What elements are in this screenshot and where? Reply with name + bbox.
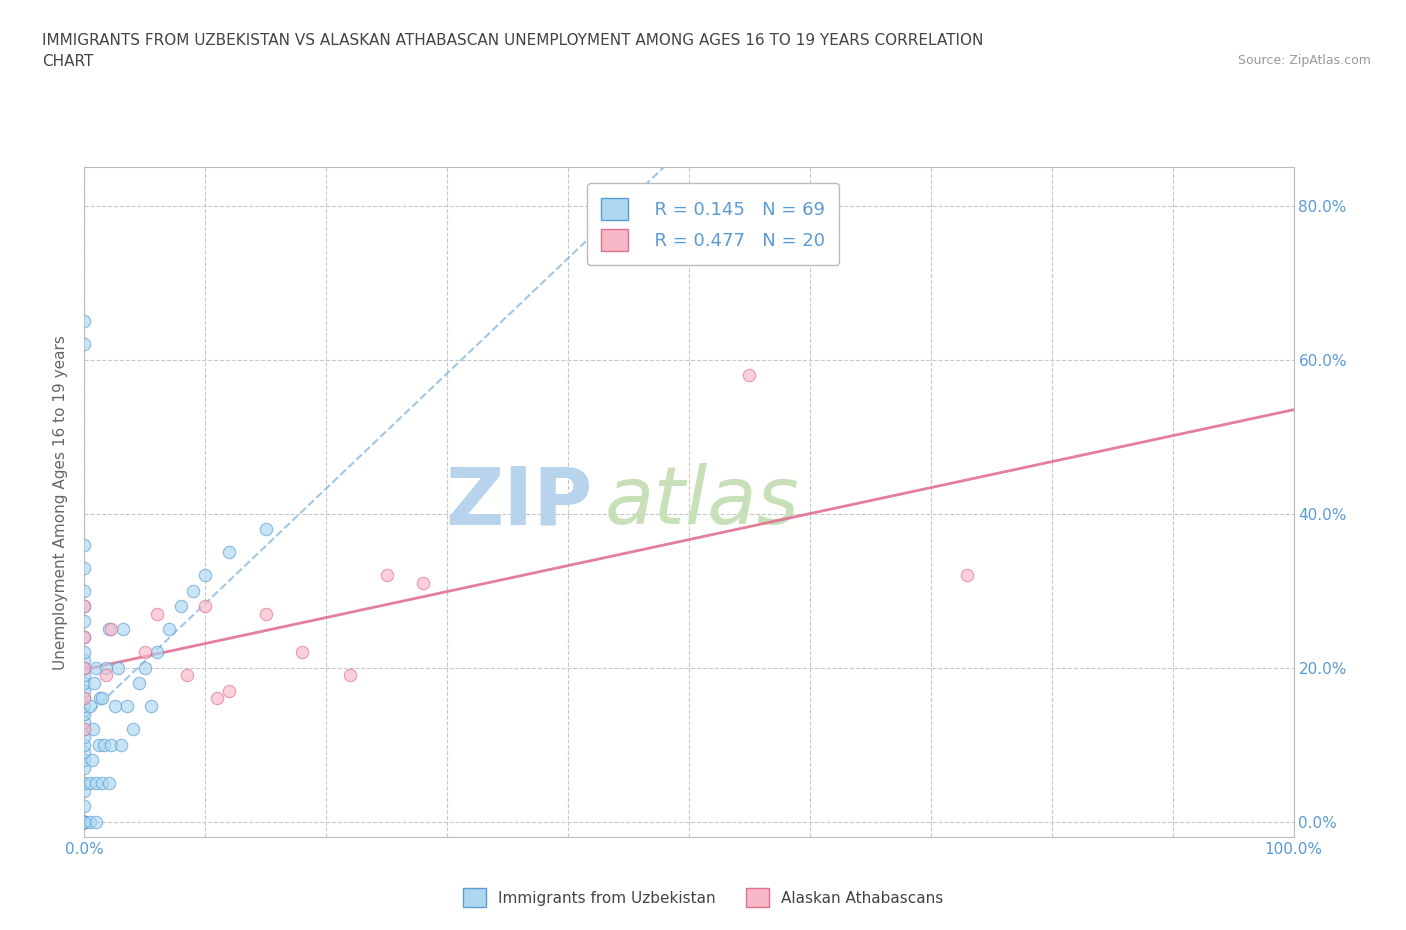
Point [73, 668, 96, 683]
Point [73, 737, 96, 752]
Point [218, 684, 240, 698]
Point [170, 599, 193, 614]
Y-axis label: Unemployment Among Ages 16 to 19 years: Unemployment Among Ages 16 to 19 years [53, 335, 69, 670]
Point [73, 614, 96, 629]
Point [218, 545, 240, 560]
Point [128, 675, 150, 690]
Point [339, 668, 361, 683]
Point [73, 761, 96, 776]
Point [73, 745, 96, 760]
Point [73, 814, 96, 829]
Point [87, 737, 110, 752]
Point [134, 644, 156, 659]
Point [375, 568, 398, 583]
Point [97, 622, 120, 637]
Point [79, 698, 101, 713]
Point [94, 660, 117, 675]
Point [73, 684, 96, 698]
Point [73, 814, 96, 829]
Point [73, 337, 96, 352]
Point [291, 644, 314, 659]
Point [73, 814, 96, 829]
Point [91, 776, 114, 790]
Point [83, 675, 105, 690]
Text: Source: ZipAtlas.com: Source: ZipAtlas.com [1237, 54, 1371, 67]
Point [73, 314, 96, 329]
Point [100, 622, 122, 637]
Point [956, 568, 979, 583]
Point [412, 576, 434, 591]
Point [73, 814, 96, 829]
Point [181, 583, 204, 598]
Point [91, 691, 114, 706]
Point [86, 776, 108, 790]
Point [93, 737, 115, 752]
Point [73, 538, 96, 552]
Point [80, 752, 103, 767]
Point [73, 752, 96, 767]
Point [73, 722, 96, 737]
Point [112, 622, 135, 637]
Point [97, 776, 120, 790]
Point [89, 691, 111, 706]
Point [73, 560, 96, 575]
Point [86, 660, 108, 675]
Point [73, 707, 96, 722]
Point [73, 599, 96, 614]
Point [738, 367, 761, 382]
Point [134, 660, 156, 675]
Legend:   R = 0.145   N = 69,   R = 0.477   N = 20: R = 0.145 N = 69, R = 0.477 N = 20 [586, 183, 839, 265]
Point [194, 568, 217, 583]
Point [73, 653, 96, 668]
Point [254, 522, 277, 537]
Text: CHART: CHART [42, 54, 94, 69]
Point [73, 599, 96, 614]
Point [73, 660, 96, 675]
Text: IMMIGRANTS FROM UZBEKISTAN VS ALASKAN ATHABASCAN UNEMPLOYMENT AMONG AGES 16 TO 1: IMMIGRANTS FROM UZBEKISTAN VS ALASKAN AT… [42, 33, 984, 47]
Point [176, 668, 198, 683]
Point [73, 814, 96, 829]
Point [73, 644, 96, 659]
Point [82, 722, 104, 737]
Point [100, 737, 122, 752]
Point [73, 660, 96, 675]
Point [73, 691, 96, 706]
Point [94, 668, 117, 683]
Point [73, 630, 96, 644]
Point [73, 799, 96, 814]
Point [73, 814, 96, 829]
Point [73, 776, 96, 790]
Point [73, 814, 96, 829]
Point [73, 722, 96, 737]
Point [73, 729, 96, 744]
Point [86, 814, 108, 829]
Point [73, 675, 96, 690]
Point [73, 714, 96, 729]
Point [139, 698, 162, 713]
Point [79, 814, 101, 829]
Point [110, 737, 132, 752]
Point [121, 722, 143, 737]
Point [254, 606, 277, 621]
Point [107, 660, 129, 675]
Legend: Immigrants from Uzbekistan, Alaskan Athabascans: Immigrants from Uzbekistan, Alaskan Atha… [457, 883, 949, 913]
Point [207, 691, 229, 706]
Point [157, 622, 180, 637]
Point [73, 583, 96, 598]
Point [79, 776, 101, 790]
Text: atlas: atlas [605, 463, 799, 541]
Point [146, 606, 169, 621]
Point [115, 698, 138, 713]
Point [73, 630, 96, 644]
Point [73, 814, 96, 829]
Point [73, 691, 96, 706]
Point [194, 599, 217, 614]
Text: ZIP: ZIP [444, 463, 592, 541]
Point [146, 644, 169, 659]
Point [104, 698, 127, 713]
Point [73, 783, 96, 798]
Point [73, 698, 96, 713]
